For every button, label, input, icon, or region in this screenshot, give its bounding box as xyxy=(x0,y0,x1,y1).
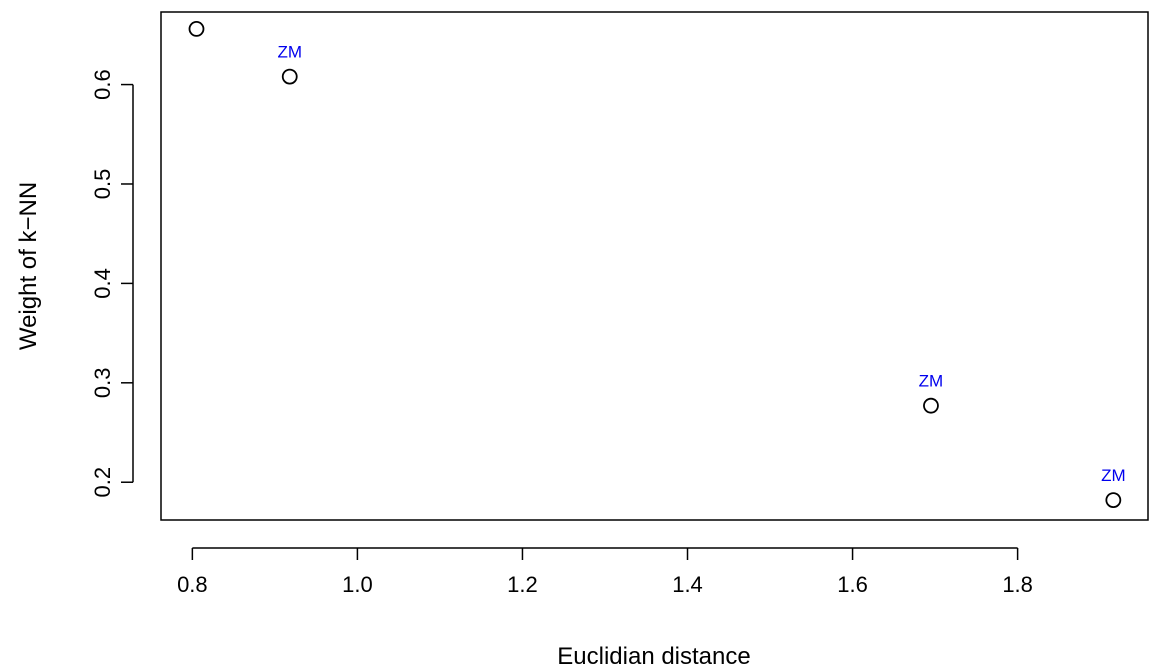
data-point xyxy=(923,397,939,414)
data-point xyxy=(281,68,298,85)
data-point xyxy=(1105,492,1122,509)
x-tick-label: 0.8 xyxy=(177,572,208,597)
data-point xyxy=(188,21,205,37)
x-tick-label: 1.6 xyxy=(837,572,868,597)
y-tick-label: 0.3 xyxy=(90,368,115,399)
y-tick-label: 0.2 xyxy=(90,467,115,498)
point-label: ZM xyxy=(1101,466,1126,485)
plot-frame xyxy=(160,11,1149,521)
point-label: ZM xyxy=(277,43,302,62)
x-tick-label: 1.8 xyxy=(1002,572,1033,597)
y-tick-label: 0.5 xyxy=(90,169,115,200)
y-tick-label: 0.4 xyxy=(90,268,115,299)
x-tick-label: 1.4 xyxy=(672,572,703,597)
y-axis: 0.2 0.3 0.4 0.5 0.6 xyxy=(90,69,134,498)
x-axis-title: Euclidian distance xyxy=(557,643,750,670)
data-points: ZM ZM ZM xyxy=(188,21,1126,509)
x-tick-label: 1.2 xyxy=(507,572,538,597)
x-axis: 0.8 1.0 1.2 1.4 1.6 1.8 xyxy=(177,547,1033,597)
point-label: ZM xyxy=(919,372,944,391)
y-axis-title: Weight of k−NN xyxy=(15,182,42,350)
x-tick-label: 1.0 xyxy=(342,572,373,597)
y-tick-label: 0.6 xyxy=(90,69,115,100)
